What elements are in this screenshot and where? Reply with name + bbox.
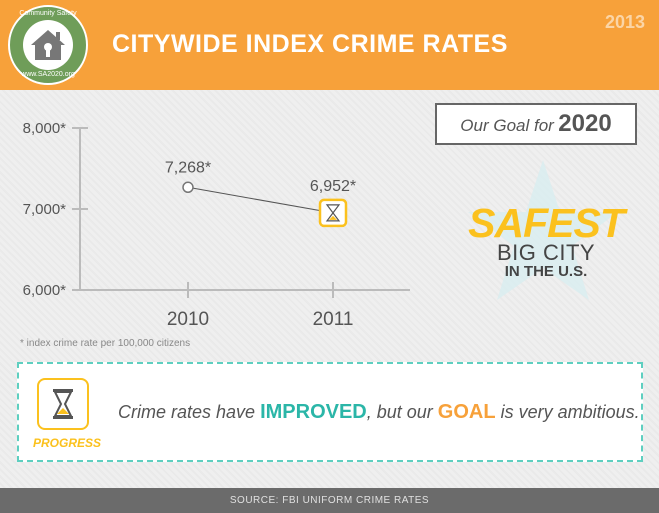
goal-big-city: BIG CITY bbox=[496, 240, 596, 265]
logo-bottom-text: www.SA2020.org bbox=[21, 71, 75, 78]
progress-message: Crime rates have IMPROVED, but our GOAL … bbox=[118, 401, 640, 424]
header-bar: Community Safety www.SA2020.org CITYWIDE… bbox=[0, 0, 659, 90]
progress-label: PROGRESS bbox=[33, 436, 102, 450]
star-icon bbox=[468, 160, 618, 300]
goal-in-the-us: IN THE U.S. bbox=[504, 263, 588, 280]
logo-inner bbox=[23, 20, 73, 70]
sa2020-logo: Community Safety www.SA2020.org bbox=[8, 5, 88, 85]
logo-top-text: Community Safety bbox=[19, 10, 77, 17]
hourglass-small-icon bbox=[325, 204, 341, 222]
chart-footnote: * index crime rate per 100,000 citizens bbox=[20, 338, 191, 349]
year-label: 2013 bbox=[604, 12, 645, 32]
goal-year: 2020 bbox=[558, 110, 612, 137]
y-tick-label: 8,000* bbox=[23, 120, 67, 137]
series-line bbox=[187, 186, 334, 214]
msg-part3: is very ambitious. bbox=[495, 402, 640, 422]
msg-improved: IMPROVED bbox=[260, 401, 367, 423]
msg-part1: Crime rates have bbox=[118, 402, 261, 422]
crime-rate-chart: 6,000* 7,000* 8,000* 2010 2011 7,268* 6,952* bbox=[23, 120, 410, 330]
y-tick-label: 7,000* bbox=[23, 201, 67, 218]
hourglass-sand bbox=[329, 215, 337, 220]
goal-box: Our Goal for 2020 bbox=[435, 103, 637, 145]
source-footer: SOURCE: FBI UNIFORM CRIME RATES bbox=[0, 488, 659, 513]
hourglass-icon bbox=[37, 378, 89, 430]
data-point-2010 bbox=[182, 181, 194, 194]
data-label: 6,952* bbox=[310, 178, 356, 195]
y-tick-label: 6,000* bbox=[23, 282, 67, 299]
house-icon bbox=[31, 30, 65, 60]
goal-safest: SAFEST bbox=[468, 200, 625, 246]
x-tick-label: 2011 bbox=[313, 309, 354, 330]
x-tick-label: 2010 bbox=[167, 309, 209, 330]
data-label: 7,268* bbox=[165, 159, 211, 176]
msg-goal: GOAL bbox=[437, 401, 496, 423]
goal-label: Our Goal for bbox=[460, 116, 554, 135]
page-title: CITYWIDE INDEX CRIME RATES bbox=[112, 30, 508, 58]
msg-part2: , but our bbox=[366, 402, 438, 422]
progress-box bbox=[17, 362, 643, 462]
